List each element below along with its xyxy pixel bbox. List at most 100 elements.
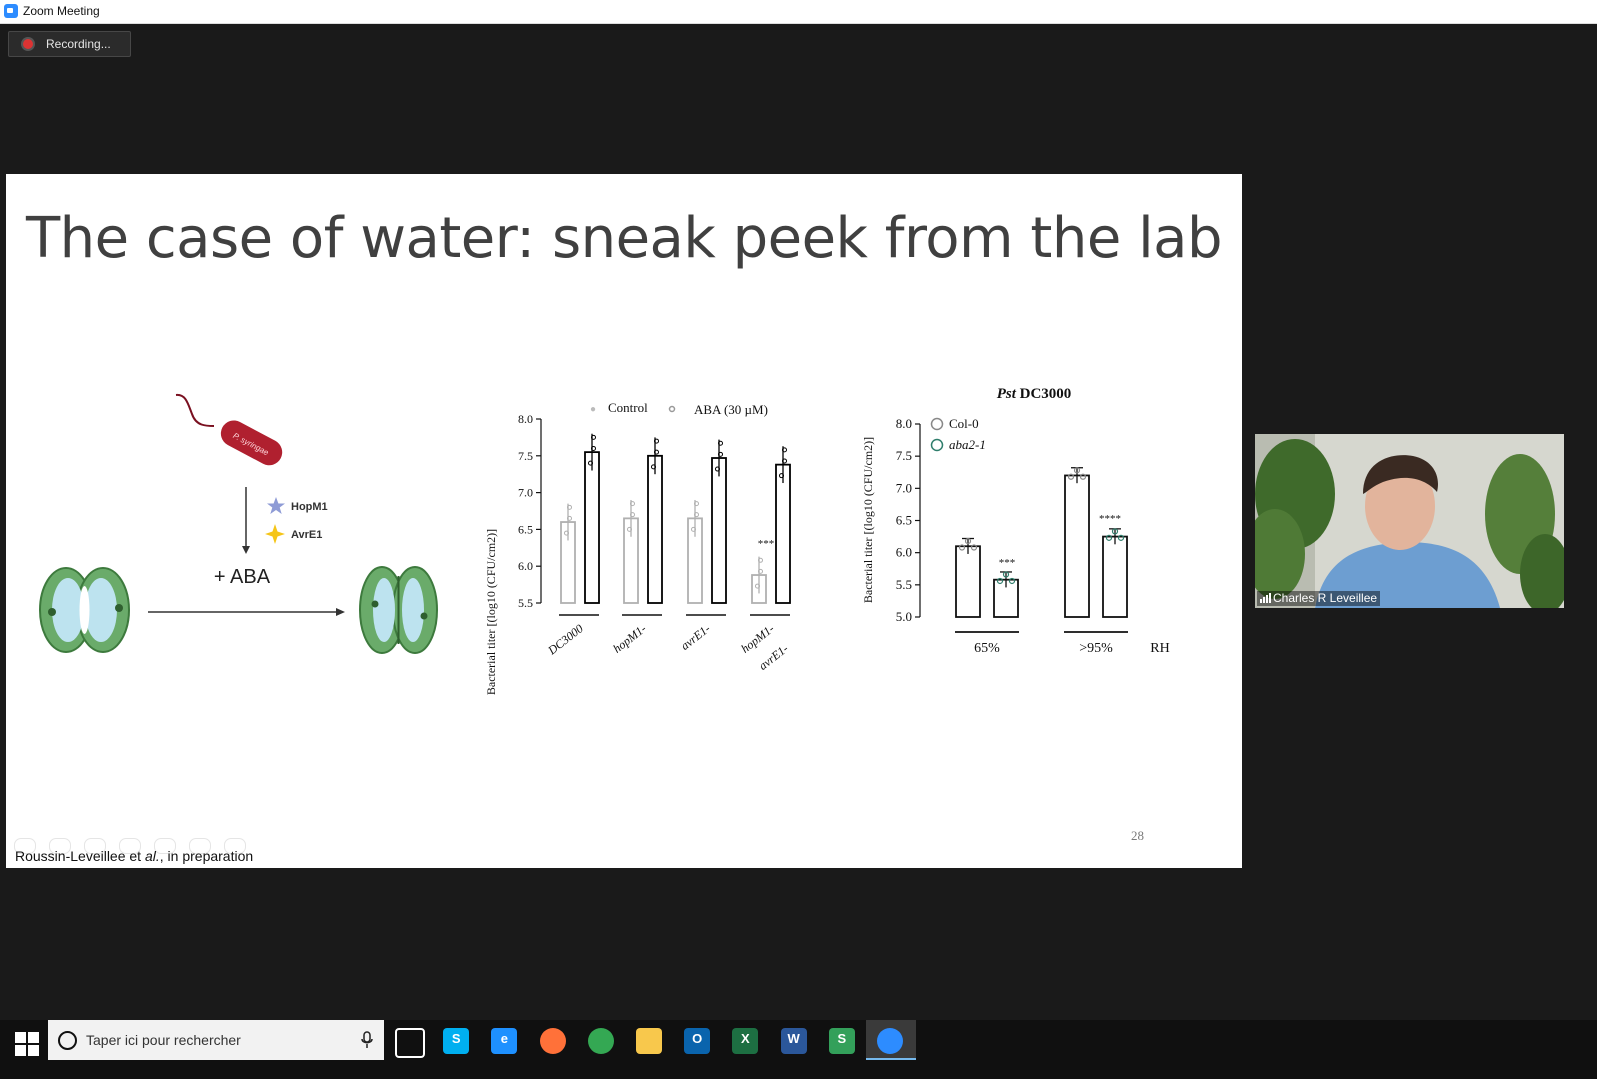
bacterial-titer-rh-chart: Pst DC3000 Col-0 aba2-1 Bacterial titer …: [861, 386, 1170, 656]
data-point: [1067, 473, 1075, 480]
y-tick-label: 7.0: [518, 486, 533, 500]
y-tick-label: 6.5: [518, 522, 533, 536]
windows-start-icon[interactable]: [15, 1032, 39, 1056]
data-point: [1111, 528, 1119, 535]
window-titlebar[interactable]: Zoom Meeting: [0, 0, 1597, 24]
bar: [647, 454, 663, 604]
zoom-app-icon: [4, 4, 18, 18]
data-point: [588, 460, 593, 466]
data-point: [1073, 467, 1081, 474]
data-point: [567, 515, 572, 521]
internet-explorer-icon[interactable]: e: [491, 1028, 518, 1054]
legend-marker-col0: [930, 417, 944, 431]
legend-marker-control: ●: [590, 404, 596, 415]
bacterial-titer-effector-chart: ● Control ABA (30 µM) Bacterial titer [(…: [484, 400, 791, 695]
data-point: [718, 451, 723, 457]
data-point: [1008, 577, 1016, 585]
data-point: [1105, 534, 1113, 541]
x-tick-label: hopM1-: [610, 621, 649, 655]
y-tick-label: 7.5: [518, 449, 533, 463]
sway-icon[interactable]: S: [828, 1028, 855, 1054]
bacterium-cell: [220, 420, 283, 466]
bar: [955, 545, 981, 618]
data-point: [694, 501, 699, 507]
citation: Roussin-Leveillee et al., in preparation: [15, 848, 253, 864]
participant-video[interactable]: Charles R Leveillee: [1255, 434, 1564, 608]
file-explorer-icon[interactable]: [636, 1028, 662, 1054]
legend-label-col0: Col-0: [949, 416, 979, 431]
y-tick-label: 5.0: [896, 609, 912, 624]
task-view-icon[interactable]: [395, 1028, 425, 1058]
taskbar-search-box[interactable]: Taper ici pour rechercher: [48, 1020, 384, 1060]
data-point: [654, 438, 659, 444]
legend-marker-aba: [668, 405, 676, 413]
microphone-icon[interactable]: [359, 1031, 375, 1049]
grid-icon[interactable]: [119, 838, 141, 854]
bar: [1102, 535, 1128, 618]
signal-strength-icon: [1260, 593, 1271, 603]
data-point: [718, 440, 723, 446]
skype-icon[interactable]: S: [443, 1028, 470, 1054]
data-point: [627, 526, 632, 532]
y-tick-label: 6.5: [896, 513, 912, 528]
data-point: [591, 434, 596, 440]
next-slide-icon[interactable]: [49, 838, 71, 854]
open-stoma-illustration: [39, 567, 130, 653]
legend-label-aba: ABA (30 µM): [694, 402, 768, 417]
x-tick-label: 65%: [974, 641, 1000, 656]
recording-label: Recording...: [46, 37, 111, 51]
data-point: [715, 466, 720, 472]
bar: [584, 451, 600, 604]
record-icon: [23, 39, 33, 49]
outlook-icon[interactable]: O: [684, 1028, 711, 1054]
data-point: [755, 583, 760, 589]
data-point: [996, 577, 1004, 585]
video-frame: [1255, 434, 1564, 608]
data-point: [1079, 473, 1087, 480]
data-point: [630, 512, 635, 518]
window-title: Zoom Meeting: [23, 4, 100, 18]
active-app-indicator: [866, 1058, 916, 1060]
y-axis-label: Bacterial titer [(log10 (CFU/cm2)]: [484, 529, 498, 695]
word-icon[interactable]: W: [780, 1028, 807, 1054]
pen-icon[interactable]: [84, 838, 106, 854]
data-point: [758, 568, 763, 574]
data-point: [630, 501, 635, 507]
slide-controls[interactable]: [14, 838, 259, 859]
screen-icon[interactable]: [189, 838, 211, 854]
slide-number: 28: [1131, 828, 1144, 843]
data-point: [1002, 571, 1010, 578]
y-tick-label: 6.0: [896, 545, 912, 560]
data-point: [1117, 534, 1125, 541]
zoom-icon[interactable]: [877, 1028, 903, 1054]
prev-slide-icon[interactable]: [14, 838, 36, 854]
x-tick-label: DC3000: [544, 621, 585, 658]
data-point: [694, 512, 699, 518]
participant-name: Charles R Leveillee: [1273, 591, 1378, 605]
y-tick-label: 7.5: [896, 448, 912, 463]
search-placeholder: Taper ici pour rechercher: [86, 1032, 241, 1048]
data-point: [758, 557, 763, 563]
recording-indicator[interactable]: Recording...: [8, 31, 131, 57]
bar: [1064, 474, 1090, 618]
y-tick-label: 5.5: [518, 596, 533, 610]
citation-suffix: , in preparation: [159, 848, 254, 864]
zoom-icon[interactable]: [154, 838, 176, 854]
effector-avre1-label: AvrE1: [291, 529, 322, 541]
firefox-icon[interactable]: [539, 1028, 566, 1054]
shared-slide: P. syringae HopM1 AvrE1 + ABA: [6, 174, 1242, 868]
chrome-icon[interactable]: [587, 1028, 614, 1054]
legend-label-aba2: aba2-1: [949, 437, 986, 452]
participant-name-tag: Charles R Leveillee: [1257, 591, 1381, 606]
x-tick-label: >95%: [1079, 641, 1113, 656]
cortana-icon: [58, 1031, 77, 1050]
sparkle-icon: [265, 524, 285, 544]
data-point: [564, 530, 569, 536]
y-axis-label: Bacterial titer [(log10 (CFU/cm2)]: [861, 437, 875, 603]
excel-icon[interactable]: X: [732, 1028, 759, 1054]
slide-canvas: P. syringae HopM1 AvrE1 + ABA: [39, 386, 1170, 695]
more-icon[interactable]: [224, 838, 246, 854]
data-point: [782, 447, 787, 453]
data-point: [970, 544, 978, 551]
